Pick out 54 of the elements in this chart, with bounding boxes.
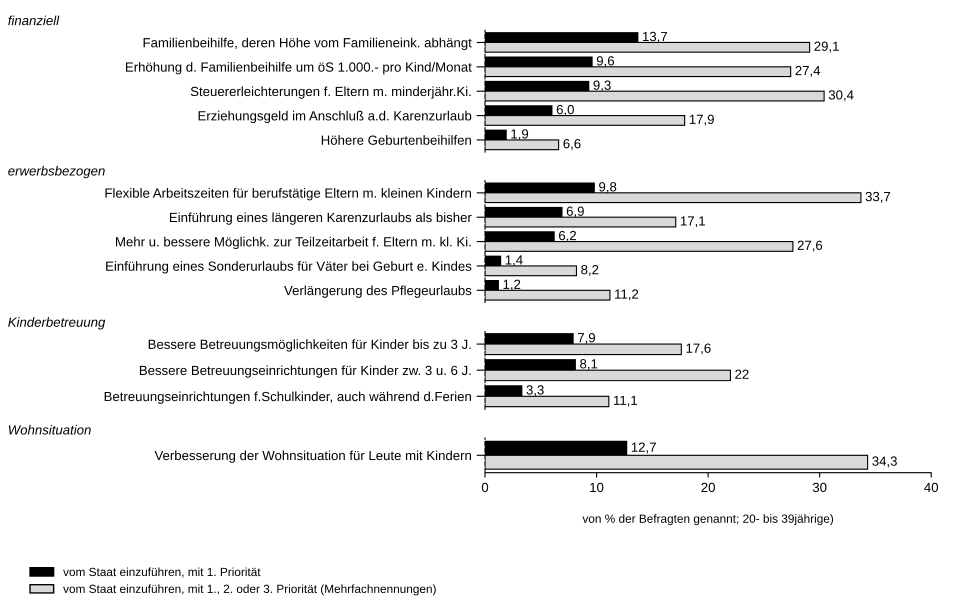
data-label: 29,1 <box>814 42 839 52</box>
y-tick-label: Mehr u. bessere Möglichk. zur Teilzeitarbeit f. Eltern m. kl. Ki. <box>116 236 471 250</box>
text: erwerbsbezogen <box>8 166 105 178</box>
x-axis-title: von % der Befragten genannt; 20- bis 39jährige) <box>582 514 834 526</box>
y-tick-label: Betreuungseinrichtungen f.Schulkinder, auch während d.Ferien <box>104 392 471 404</box>
data-label: 34,3 <box>872 456 897 468</box>
data-label: 9,8 <box>599 182 616 194</box>
data-label: 11,1 <box>614 396 638 407</box>
x-tick-label: 10 <box>590 482 604 492</box>
data-label: 8,1 <box>580 359 598 370</box>
y-tick-label: Einführung eines längeren Karenzurlaubs als bisher <box>170 212 472 225</box>
y-tick-label: Einführung eines Sonderurlaubs für Väter bei Geburt e. Kindes <box>106 261 472 274</box>
text: Wohnsituation <box>8 424 91 435</box>
data-label: 1,4 <box>506 255 523 266</box>
y-tick-label: Familienbeihilfe, deren Höhe vom Familieneink. abhängt <box>144 38 472 50</box>
y-tick-label: Bessere Betreuungseinrichtungen für Kinder zw. 3 u. 6 J. <box>140 365 471 378</box>
data-label: 27,4 <box>795 66 820 77</box>
data-label: 7,9 <box>578 333 596 344</box>
data-label: 17,9 <box>690 114 714 126</box>
data-label: 9,6 <box>596 56 614 68</box>
data-label: 9,3 <box>594 80 611 92</box>
data-label: 6,9 <box>566 206 584 218</box>
y-tick-label: Steuererleichterungen f. Eltern m. minderjähr.Ki. <box>190 86 471 99</box>
legend-label: vom Staat einzuführen, mit 1., 2. oder 3. Priorität (Mehrfachnennungen) <box>63 584 436 596</box>
text: finanziell <box>8 16 60 26</box>
y-tick-label: Flexible Arbeitszeiten für berufstätige Eltern m. kleinen Kindern <box>105 188 471 200</box>
y-tick-label: Verbesserung der Wohnsituation für Leute mit Kindern <box>154 450 471 463</box>
y-tick-label: Erziehungsgeld im Anschluß a.d. Karenzurlaub <box>198 110 472 124</box>
y-tick-label: Erhöhung d. Familienbeihilfe um öS 1.000.- pro Kind/Monat <box>126 62 472 74</box>
data-label: 11,2 <box>615 289 638 300</box>
data-label: 6,2 <box>559 230 576 242</box>
data-label: 12,7 <box>632 442 656 454</box>
data-label: 13,7 <box>642 32 668 43</box>
data-label: 33,7 <box>866 192 890 203</box>
data-label: 3,3 <box>526 385 544 396</box>
x-tick-label: 0 <box>482 482 488 492</box>
data-label: 22 <box>735 370 749 379</box>
x-tick-label: 20 <box>701 482 715 492</box>
data-label: 27,6 <box>798 240 822 252</box>
data-label: 30,4 <box>828 90 854 102</box>
data-label: 17,6 <box>686 343 711 354</box>
data-label: 17,1 <box>680 216 705 228</box>
data-label: 8,2 <box>581 265 598 276</box>
y-tick-label: Bessere Betreuungsmöglichkeiten für Kinder bis zu 3 J. <box>148 339 471 352</box>
data-label: 1,2 <box>504 280 520 291</box>
data-label: 6,0 <box>556 104 574 116</box>
data-label: 1,9 <box>511 129 528 140</box>
legend-label: vom Staat einzuführen, mit 1. Priorität <box>63 567 260 578</box>
x-tick-label: 30 <box>812 482 826 492</box>
text: Kinderbetreuung <box>8 317 106 330</box>
x-tick-label: 40 <box>924 482 938 492</box>
y-tick-label: Höhere Geburtenbeihilfen <box>322 135 471 145</box>
data-label: 6,6 <box>563 139 581 150</box>
y-tick-label: Verlängerung des Pflegeurlaubs <box>284 286 472 298</box>
